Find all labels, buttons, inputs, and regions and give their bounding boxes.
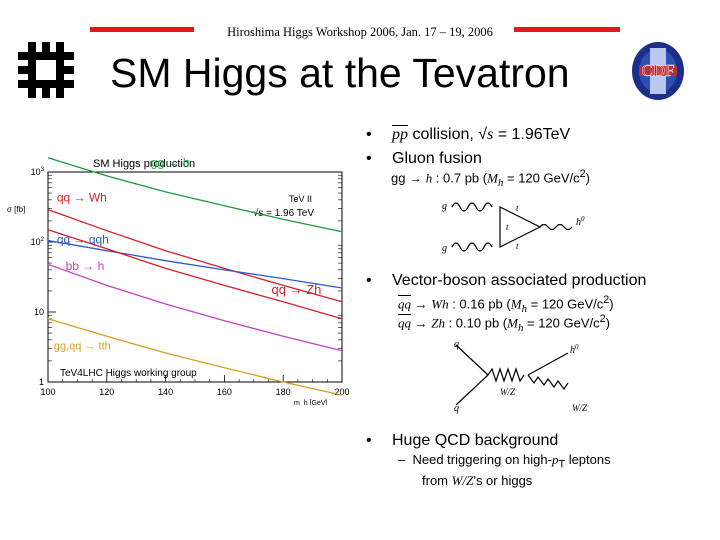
slide-title: SM Higgs at the Tevatron [110, 50, 570, 96]
y-tick-label: 102 [31, 237, 45, 247]
bullet-dot: • [366, 432, 372, 449]
s-symbol: s [487, 126, 494, 143]
x-tick-label: 180 [276, 387, 291, 397]
x-tick-label: 200 [334, 387, 349, 397]
x-tick-label: 140 [158, 387, 173, 397]
collider-annotation: TeV II [289, 194, 312, 204]
top-label: t [516, 241, 519, 251]
gluon-fusion-feynman-diagram: g g t t t h0 [442, 201, 585, 254]
header-bar-right [514, 27, 620, 32]
trigger-note: – Need triggering on high-pT leptons fro… [398, 452, 611, 488]
gluon-fusion-label: Gluon fusion [392, 150, 482, 167]
quark-label: q [454, 339, 459, 350]
bullet-dot: • [366, 126, 372, 143]
top-label: t [516, 203, 519, 213]
series-line [47, 239, 343, 289]
associated-production-feynman-diagram: q q W/Z h0 W/Z [454, 339, 588, 414]
bullet-dot: • [366, 272, 372, 289]
x-tick-label: 160 [217, 387, 232, 397]
series-line [47, 229, 343, 320]
collision-text: collision, √ [408, 126, 488, 143]
series-label: qq → Wh [57, 190, 107, 204]
series-line [47, 263, 343, 352]
higgs-label: h0 [570, 343, 579, 356]
cdf-logo-icon: CDF [632, 42, 684, 100]
y-tick-label: 10 [34, 307, 44, 317]
series-label: qq → qqh [57, 233, 109, 247]
y-axis-label: σ [fb] [7, 205, 25, 214]
pp-bar-symbol: pp [392, 126, 408, 143]
fermilab-logo-icon [18, 42, 74, 98]
wh-xsec: qq → Wh : 0.16 pb (Mh = 120 GeV/c2) [398, 294, 614, 315]
cdf-logo-text: CDF [641, 61, 674, 80]
bullet-dot: • [366, 150, 372, 167]
gluon-fusion-xsec: gg → h : 0.7 pb (Mh = 120 GeV/c2) [391, 168, 590, 189]
chart-title: SM Higgs production [93, 158, 195, 170]
header-bar-left [90, 27, 194, 32]
antiquark-label: q [454, 403, 459, 414]
qcd-background-label: Huge QCD background [392, 432, 559, 449]
series-label: bb → h [66, 259, 105, 273]
workshop-title: Hiroshima Higgs Workshop 2006, Jan. 17 –… [227, 25, 493, 39]
wz-label: W/Z [572, 403, 588, 413]
zh-xsec: qq → Zh : 0.10 pb (Mh = 120 GeV/c2) [398, 313, 611, 334]
energy-annotation: √s = 1.96 TeV [253, 207, 315, 219]
x-axis-label: m_h [GeV] [294, 400, 328, 405]
top-label: t [506, 222, 509, 232]
higgs-label: h0 [576, 215, 585, 228]
gluon-label: g [442, 243, 447, 254]
series-label: gg → h [151, 155, 190, 169]
series-label: qq → Zh [272, 282, 322, 297]
vector-boson-label: Vector-boson associated production [392, 272, 647, 289]
series-line [47, 208, 343, 303]
energy-value: = 1.96TeV [493, 126, 571, 143]
y-tick-label: 1 [39, 377, 44, 387]
wz-label: W/Z [500, 387, 516, 397]
gluon-label: g [442, 201, 447, 212]
y-tick-label: 103 [31, 167, 45, 177]
x-tick-label: 100 [40, 387, 55, 397]
higgs-production-chart: 100 120 140 160 180 200 1 10 102 103 SM Higgs prod… [5, 150, 352, 405]
x-tick-label: 120 [99, 387, 114, 397]
chart-footer: TeV4LHC Higgs working group [60, 368, 197, 379]
series-line [47, 318, 343, 396]
series-label: gg,qq → tth [54, 341, 111, 353]
series-line [47, 157, 343, 233]
